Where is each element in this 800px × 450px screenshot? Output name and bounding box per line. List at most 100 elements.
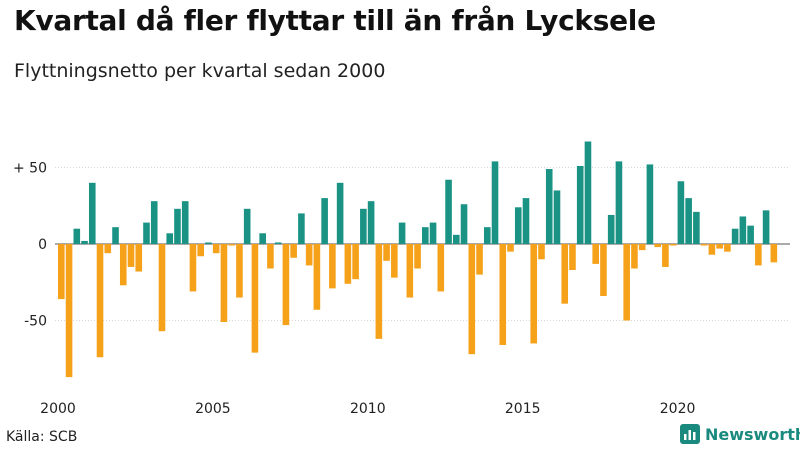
bar — [119, 244, 127, 286]
bar — [522, 198, 530, 244]
bar — [212, 244, 220, 254]
bar — [274, 242, 282, 244]
bar — [514, 207, 522, 244]
bar — [166, 233, 174, 244]
bar — [739, 216, 747, 244]
bar — [329, 244, 336, 289]
bar — [360, 208, 367, 244]
chart-subtitle: Flyttningsnetto per kvartal sedan 2000 — [14, 60, 386, 82]
bar — [708, 244, 716, 255]
bar — [383, 244, 390, 261]
bar — [600, 244, 607, 297]
source-note: Källa: SCB — [6, 429, 78, 445]
bar — [282, 244, 290, 326]
bar — [607, 214, 615, 244]
bar — [654, 244, 661, 248]
bar — [135, 244, 143, 272]
y-tick-label: 0 — [38, 237, 47, 253]
bar — [747, 225, 754, 244]
bar — [700, 244, 708, 246]
x-tick-label: 2000 — [40, 401, 76, 417]
bar — [584, 141, 592, 244]
bar — [460, 204, 468, 244]
bar — [770, 244, 778, 263]
bar — [336, 182, 344, 244]
bar — [251, 244, 259, 353]
bar — [483, 227, 491, 244]
bar — [375, 244, 383, 339]
x-tick-label: 2015 — [505, 401, 541, 417]
bar — [538, 244, 545, 260]
bar — [677, 181, 685, 244]
bar — [344, 244, 352, 284]
bar — [58, 244, 65, 300]
bar — [267, 244, 274, 269]
bar — [220, 244, 228, 323]
bar — [65, 244, 73, 378]
bar — [73, 228, 81, 244]
bar — [437, 244, 445, 292]
bar — [259, 233, 266, 244]
bar — [762, 210, 770, 244]
bar — [305, 244, 313, 266]
bar — [507, 244, 514, 252]
bar — [530, 244, 538, 344]
chart-title: Kvartal då fler flyttar till än från Lyc… — [14, 4, 656, 37]
bar — [174, 208, 181, 244]
bar — [197, 244, 205, 257]
bar — [662, 244, 669, 267]
bar — [81, 240, 88, 244]
y-tick-label: -50 — [24, 314, 47, 330]
bar — [755, 244, 762, 266]
bar — [499, 244, 507, 345]
y-tick-label: + 50 — [13, 161, 47, 177]
bar — [731, 228, 739, 244]
bar — [453, 234, 460, 244]
bar — [576, 165, 584, 244]
bar — [646, 164, 654, 244]
bar — [406, 244, 414, 298]
bar — [243, 208, 251, 244]
bar — [669, 244, 677, 246]
brand-logo: Newsworthy — [680, 424, 800, 444]
bar — [476, 244, 483, 275]
bar — [398, 222, 406, 244]
newsworthy-icon — [680, 424, 700, 444]
bar — [623, 244, 630, 321]
bar — [685, 198, 692, 244]
bar — [422, 227, 429, 244]
brand-name: Newsworthy — [705, 424, 800, 444]
bar — [104, 244, 112, 254]
x-tick-label: 2010 — [350, 401, 386, 417]
bar — [321, 198, 328, 244]
bar — [88, 182, 96, 244]
bar — [158, 244, 166, 332]
bar — [189, 244, 197, 292]
bar — [298, 213, 305, 244]
bar — [491, 161, 499, 244]
bar — [112, 227, 119, 244]
bar — [205, 242, 212, 244]
bar — [615, 161, 623, 244]
bar — [150, 201, 158, 244]
bar — [445, 179, 452, 244]
bar — [468, 244, 476, 355]
bar — [96, 244, 104, 358]
bar — [414, 244, 421, 269]
bar — [638, 244, 646, 251]
bar — [631, 244, 638, 269]
bar — [236, 244, 243, 298]
bar — [367, 201, 375, 244]
bar — [143, 222, 150, 244]
bar — [724, 244, 731, 252]
bar — [313, 244, 321, 310]
bar — [693, 211, 700, 244]
bar — [290, 244, 297, 258]
bar — [592, 244, 599, 264]
bar — [127, 244, 135, 267]
y-axis-labels: + 50 0 -50 — [13, 161, 47, 330]
bar — [569, 244, 576, 271]
x-axis-labels: 2000 2005 2010 2015 2020 — [40, 401, 695, 417]
bar — [545, 169, 553, 244]
